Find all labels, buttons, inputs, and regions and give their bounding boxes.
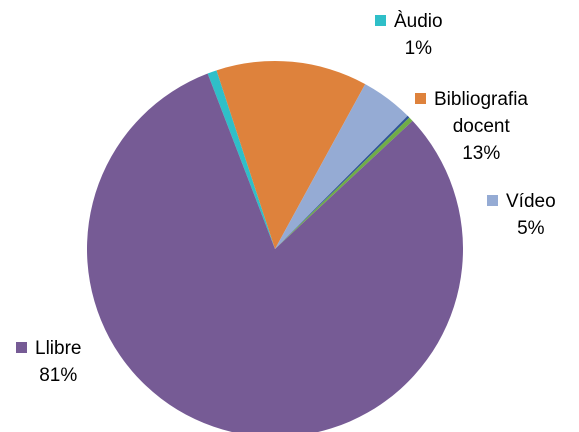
pie-slice — [275, 115, 410, 249]
pie-slice — [275, 84, 408, 249]
pie-slice — [275, 117, 413, 250]
slice-label: Llibre — [35, 338, 81, 359]
slice-percent-label: 1% — [405, 38, 433, 59]
slice-labels: Àudio 1% Bibliografia docent 13% Vídeo 5% Llibr… — [16, 11, 556, 386]
legend-swatch — [487, 195, 498, 206]
slice-label: Vídeo — [506, 191, 556, 212]
slice-percent-label: 81% — [39, 365, 77, 386]
pie-slice — [207, 70, 275, 249]
pie-slices — [87, 61, 463, 432]
legend-swatch — [415, 93, 426, 104]
pie-slice — [87, 73, 463, 432]
slice-percent-label: 5% — [517, 218, 545, 239]
legend-swatch — [375, 15, 386, 26]
pie-slice — [216, 61, 366, 249]
slice-label: Bibliografia — [434, 89, 528, 110]
slice-label: docent — [453, 116, 511, 137]
slice-label: Àudio — [394, 11, 443, 32]
legend-swatch — [16, 342, 27, 353]
slice-percent-label: 13% — [462, 143, 500, 164]
